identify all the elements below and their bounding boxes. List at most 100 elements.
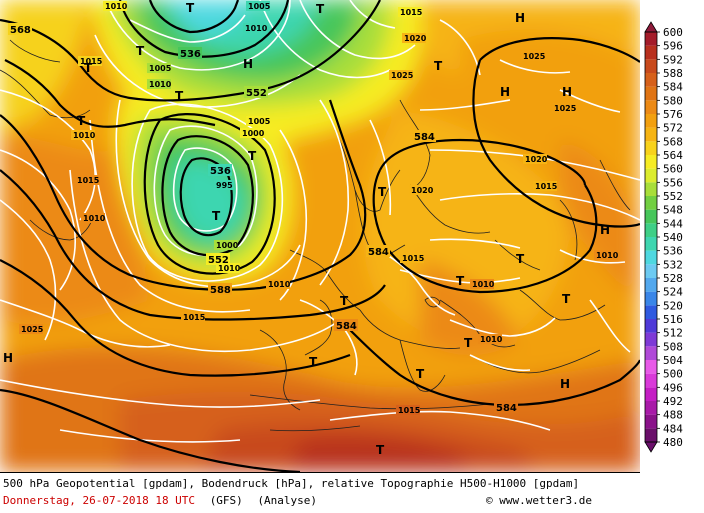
pressure-label: 1010 <box>243 23 268 33</box>
weather-map: 568 536 552 536 584 588 552 584 584 584 … <box>0 0 640 472</box>
high-symbol: H <box>243 57 253 71</box>
svg-text:1025: 1025 <box>21 325 44 334</box>
legend-color-segment <box>645 127 657 142</box>
pressure-label: 1015 <box>533 181 558 191</box>
legend-tick-label: 552 <box>663 190 683 203</box>
svg-text:584: 584 <box>336 321 357 332</box>
svg-text:995: 995 <box>216 181 233 190</box>
legend-tick-label: 536 <box>663 245 683 258</box>
low-symbol: T <box>516 252 525 266</box>
low-symbol: T <box>77 114 86 128</box>
svg-text:1015: 1015 <box>77 176 100 185</box>
svg-text:1020: 1020 <box>404 34 427 43</box>
svg-text:1010: 1010 <box>73 131 96 140</box>
legend-tick-label: 540 <box>663 231 683 244</box>
svg-text:1010: 1010 <box>268 280 291 289</box>
legend-tick-label: 560 <box>663 163 683 176</box>
legend-color-segment <box>645 305 657 319</box>
svg-text:1025: 1025 <box>391 71 414 80</box>
svg-text:1010: 1010 <box>480 335 503 344</box>
pressure-label: 1010 <box>147 79 172 89</box>
pressure-label: 1025 <box>521 51 546 61</box>
svg-text:1010: 1010 <box>245 24 268 33</box>
legend-color-segment <box>645 428 657 442</box>
legend-color-segment <box>645 155 657 169</box>
map-timestamp-line: Donnerstag, 26-07-2018 18 UTC (GFS) (Ana… <box>3 494 317 507</box>
legend-tick-label: 516 <box>663 313 683 326</box>
legend-tick-label: 528 <box>663 272 683 285</box>
map-date: Donnerstag, 26-07-2018 18 UTC <box>3 494 196 507</box>
pressure-label: 1010 <box>470 279 495 289</box>
model-name: (GFS) <box>209 494 243 507</box>
pressure-label: 1020 <box>402 33 427 43</box>
svg-text:1020: 1020 <box>411 186 434 195</box>
legend-tick-label: 576 <box>663 108 683 121</box>
low-symbol: T <box>562 292 571 306</box>
svg-text:584: 584 <box>368 247 389 258</box>
map-description: 500 hPa Geopotential [gpdam], Bodendruck… <box>3 477 580 490</box>
legend-color-segment <box>645 45 657 60</box>
geopotential-label: 584 <box>494 401 518 414</box>
copyright-link[interactable]: © www.wetter3.de <box>486 494 592 507</box>
weather-map-canvas: 568 536 552 536 584 588 552 584 584 584 … <box>0 0 640 472</box>
legend-color-segment <box>645 319 657 333</box>
svg-text:568: 568 <box>10 25 31 36</box>
legend-color-segment <box>645 360 657 374</box>
legend-color-segment <box>645 373 657 388</box>
geopotential-label: 536 <box>208 164 232 177</box>
color-scale-legend: 480 484 488 492 496 500 504 508 512 516 520 524 528 5… <box>640 0 704 472</box>
low-symbol: T <box>136 44 145 58</box>
low-symbol: T <box>378 185 387 199</box>
legend-tick-label: 500 <box>663 368 683 381</box>
legend-color-segment <box>645 114 657 128</box>
low-symbol: T <box>175 89 184 103</box>
svg-text:1010: 1010 <box>218 264 241 273</box>
legend-color-segment <box>645 100 657 114</box>
legend-tick-label: 504 <box>663 354 683 367</box>
svg-text:552: 552 <box>246 88 267 99</box>
pressure-label: 1005 <box>246 1 271 11</box>
pressure-label: 1000 <box>214 240 239 250</box>
legend-color-bar <box>644 21 658 453</box>
svg-text:1025: 1025 <box>523 52 546 61</box>
legend-color-segment <box>645 73 657 87</box>
svg-text:1010: 1010 <box>105 2 128 11</box>
svg-text:1015: 1015 <box>400 8 423 17</box>
legend-color-segment <box>645 250 657 265</box>
legend-tick-label: 484 <box>663 422 683 435</box>
legend-color-segment <box>645 141 657 155</box>
svg-text:1015: 1015 <box>402 254 425 263</box>
legend-color-segment <box>645 59 657 73</box>
svg-text:1015: 1015 <box>183 313 206 322</box>
low-symbol: T <box>340 294 349 308</box>
svg-text:588: 588 <box>210 285 231 296</box>
pressure-label: 1010 <box>216 263 241 273</box>
legend-tick-label: 600 <box>663 26 683 39</box>
legend-tick-label: 508 <box>663 340 683 353</box>
legend-tick-label: 480 <box>663 436 683 449</box>
svg-text:1010: 1010 <box>149 80 172 89</box>
high-pressure-symbols: H H H H H H H <box>3 11 610 391</box>
legend-tick-label: 548 <box>663 204 683 217</box>
geopotential-labels: 568 536 552 536 584 588 552 584 584 584 <box>8 23 518 414</box>
high-symbol: H <box>3 351 13 365</box>
legend-tick-label: 532 <box>663 258 683 271</box>
legend-tick-label: 568 <box>663 135 683 148</box>
legend-color-segment <box>645 209 657 224</box>
pressure-label: 1010 <box>71 130 96 140</box>
svg-text:1020: 1020 <box>525 155 548 164</box>
high-symbol: H <box>500 85 510 99</box>
pressure-label: 1010 <box>266 279 291 289</box>
low-symbol: T <box>212 209 221 223</box>
pressure-label: 1015 <box>400 253 425 263</box>
pressure-label: 1020 <box>523 154 548 164</box>
legend-tick-label: 580 <box>663 94 683 107</box>
legend-bottom-arrow <box>644 441 658 453</box>
pressure-label: 1015 <box>75 175 100 185</box>
svg-text:1015: 1015 <box>80 57 103 66</box>
svg-text:1000: 1000 <box>242 129 265 138</box>
low-symbol: T <box>434 59 443 73</box>
svg-text:584: 584 <box>414 132 435 143</box>
high-symbol: H <box>562 85 572 99</box>
svg-text:1005: 1005 <box>248 117 271 126</box>
